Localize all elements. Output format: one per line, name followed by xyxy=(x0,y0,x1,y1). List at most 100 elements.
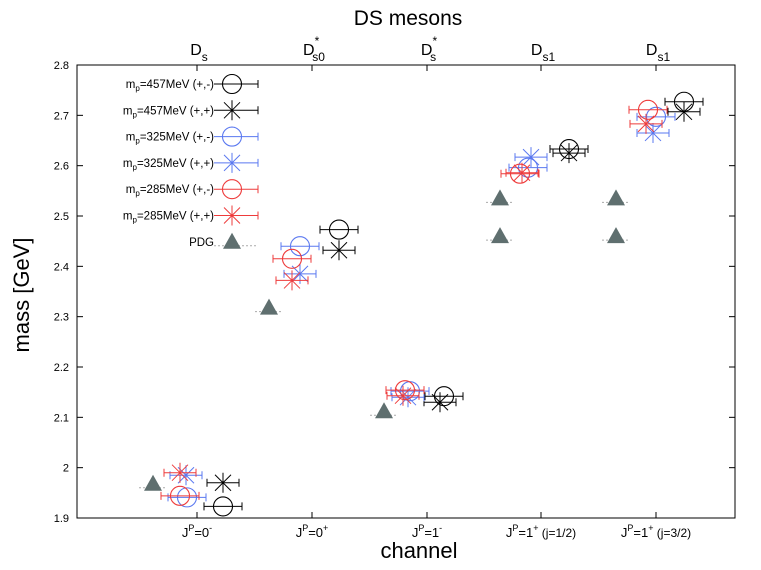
x-tick-label-parity: - xyxy=(209,523,212,533)
legend-label-main: PDG xyxy=(189,237,214,249)
x-tick-label-eq: =0 xyxy=(308,525,323,540)
x-tick-label-parity: + xyxy=(648,523,653,533)
data-point-star-stroke xyxy=(644,124,662,142)
top-tick-label-sub: s1 xyxy=(542,50,555,64)
legend-label-sub: p xyxy=(133,110,138,119)
y-tick-label: 2 xyxy=(63,463,69,475)
top-tick-label: Ds xyxy=(190,42,208,64)
x-tick-label-sup: P xyxy=(302,523,308,533)
data-point-circle xyxy=(289,236,311,257)
x-tick-label-j: J xyxy=(296,525,303,540)
top-tick-label-sub: s xyxy=(202,50,208,64)
data-point-circle xyxy=(281,248,303,269)
x-tick-label-eq: =1 xyxy=(424,525,439,540)
legend-label-rest: =325MeV (+,-) xyxy=(140,132,214,144)
y-tick-label: 2.5 xyxy=(54,211,69,223)
top-tick-label: D* s xyxy=(421,34,438,64)
data-point-triangle xyxy=(607,189,625,206)
x-tick-label-j: J xyxy=(182,525,189,540)
legend-marker-circle xyxy=(221,73,243,95)
legend-label-rest: =457MeV (+,-) xyxy=(140,79,214,91)
x-tick-label-j-value: (j=1/2) xyxy=(538,526,576,540)
top-tick-label-sub: s xyxy=(430,50,436,64)
legend-label-rest: =457MeV (+,+) xyxy=(137,105,214,117)
y-tick-label: 2.2 xyxy=(54,362,69,374)
legend-label-main: m xyxy=(126,184,136,196)
y-tick-label: 2.1 xyxy=(54,412,69,424)
data-point-circle xyxy=(169,485,191,506)
top-tick-label-d: D xyxy=(190,42,202,59)
legend-entry-label: mp=457MeV (+,-) xyxy=(126,79,214,93)
y-tick-label: 2.7 xyxy=(54,110,69,122)
x-tick-label: JP=1+ (j=1/2) xyxy=(506,523,576,540)
top-tick-label: D* s0 xyxy=(303,34,325,64)
data-point-star-stroke xyxy=(177,466,195,484)
data-point-circle xyxy=(509,163,531,184)
data-point-star-stroke xyxy=(560,144,578,162)
legend-label-main: m xyxy=(126,132,136,144)
x-tick-label-sup: P xyxy=(418,523,424,533)
legend-entry-label: mp=285MeV (+,+) xyxy=(123,211,214,225)
data-point-star-stroke xyxy=(171,464,189,482)
y-tick-label: 2.4 xyxy=(54,261,69,273)
data-point-circle xyxy=(394,380,416,401)
legend-marker-star-stroke xyxy=(223,207,241,224)
x-tick-label-eq: =1 xyxy=(633,525,648,540)
legend-label-main: m xyxy=(126,79,136,91)
x-tick-label: JP=1- xyxy=(412,523,442,540)
legend-entry-label: mp=457MeV (+,+) xyxy=(123,105,214,119)
x-tick-label-j: J xyxy=(506,525,513,540)
legend-label-main: m xyxy=(123,211,133,223)
legend-label-main: m xyxy=(123,105,133,117)
y-tick-label: 2.8 xyxy=(54,60,69,72)
data-point-star-stroke xyxy=(431,393,449,411)
legend-marker-triangle xyxy=(223,232,241,249)
data-point-circle xyxy=(328,219,350,240)
x-tick-label-eq: =1 xyxy=(518,525,533,540)
data-point-triangle xyxy=(491,227,509,244)
legend-label-sub: p xyxy=(133,163,138,172)
data-point-star-stroke xyxy=(522,148,540,166)
data-point-circle xyxy=(517,157,539,178)
data-point-star-stroke xyxy=(291,265,309,283)
x-tick-label-eq: =0 xyxy=(194,525,209,540)
y-tick-label: 2.6 xyxy=(54,161,69,173)
legend-entry-label: PDG xyxy=(189,237,214,249)
top-tick-label-star: * xyxy=(432,34,437,48)
top-tick-label-sub: s0 xyxy=(312,50,325,64)
data-point-triangle xyxy=(144,474,162,491)
legend-label-rest: =285MeV (+,-) xyxy=(140,184,214,196)
legend-label-main: m xyxy=(123,158,133,170)
top-tick-label: Ds1 xyxy=(646,42,671,64)
x-tick-label-j: J xyxy=(412,525,419,540)
legend-label-sub: p xyxy=(135,189,140,198)
legend-entry-label: mp=325MeV (+,+) xyxy=(123,158,214,172)
data-point-star-stroke xyxy=(394,387,412,405)
top-tick-label-d: D xyxy=(646,42,658,59)
top-tick-label: Ds1 xyxy=(531,42,556,64)
y-tick-label: 1.9 xyxy=(54,513,69,525)
data-point-triangle xyxy=(375,402,393,419)
x-tick-label: JP=1+ (j=3/2) xyxy=(621,523,691,540)
top-tick-label-sub: s1 xyxy=(657,50,670,64)
top-tick-label-star: * xyxy=(315,34,320,48)
legend-entry-label: mp=285MeV (+,-) xyxy=(126,184,214,198)
top-tick-label-d: D xyxy=(303,42,315,59)
data-point-star-stroke xyxy=(330,241,348,259)
data-point-star-stroke xyxy=(283,272,301,289)
x-tick-label-parity: - xyxy=(439,523,442,533)
x-tick-label: JP=0- xyxy=(182,523,212,540)
data-point-star-stroke xyxy=(675,103,693,121)
x-tick-label-sup: P xyxy=(188,523,194,533)
x-tick-label: JP=0+ xyxy=(296,523,329,540)
data-point-triangle xyxy=(607,227,625,244)
data-point-star-stroke xyxy=(214,474,232,492)
x-tick-label-j-value: (j=3/2) xyxy=(653,526,691,540)
legend-label-rest: =285MeV (+,+) xyxy=(137,211,214,223)
x-axis-label: channel xyxy=(380,538,457,563)
top-tick-label-d: D xyxy=(531,42,543,59)
plot-frame xyxy=(76,64,736,519)
data-point-circle xyxy=(176,487,198,508)
